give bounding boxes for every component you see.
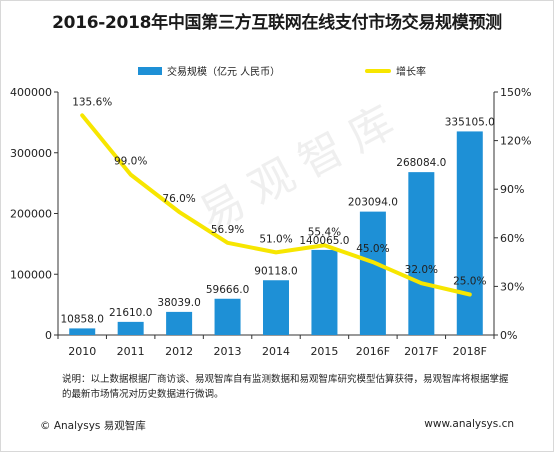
- y-left-tick-label: 100000: [10, 268, 52, 281]
- rate-value-label: 25.0%: [453, 276, 486, 288]
- legend-item-bar: 交易规模（亿元 人民币）: [138, 63, 280, 78]
- rate-value-label: 51.0%: [259, 233, 292, 245]
- legend-line-label: 增长率: [396, 67, 426, 78]
- growth-rate-point: [177, 210, 181, 214]
- growth-rate-point: [80, 113, 84, 117]
- bar-value-label: 21610.0: [109, 307, 152, 319]
- bar-value-label: 140065.0: [299, 235, 349, 247]
- bar: [69, 328, 96, 335]
- y-right-tick-label: 150%: [500, 86, 531, 99]
- rate-value-label: 55.4%: [308, 226, 341, 238]
- bar: [311, 249, 338, 335]
- legend-line-swatch: [365, 68, 391, 73]
- bar-value-label: 90118.0: [254, 265, 297, 277]
- y-left-tick-label: 0: [45, 329, 52, 342]
- rate-value-label: 99.0%: [114, 156, 147, 168]
- rate-value-label: 76.0%: [162, 193, 195, 205]
- x-tick-label: 2017F: [404, 345, 438, 358]
- footnote: 说明：以上数据根据厂商访谈、易观智库自有监测数据和易观智库研究模型估算获得，易观…: [62, 374, 509, 400]
- y-left-tick-label: 400000: [10, 86, 52, 99]
- y-right-tick-label: 0%: [500, 329, 517, 342]
- x-tick-label: 2014: [262, 345, 290, 358]
- legend: 交易规模（亿元 人民币） 增长率: [0, 63, 554, 81]
- bar-value-label: 10858.0: [61, 313, 104, 325]
- growth-rate-point: [371, 260, 375, 264]
- x-tick-label: 2010: [68, 345, 96, 358]
- bar-value-label: 38039.0: [157, 297, 200, 309]
- rate-value-label: 135.6%: [72, 96, 112, 108]
- bar-value-label: 59666.0: [206, 284, 249, 296]
- footer-copyright: © Analysys 易观智库: [40, 420, 146, 432]
- bar: [263, 280, 289, 335]
- legend-bar-label: 交易规模（亿元 人民币）: [167, 67, 281, 78]
- growth-rate-point: [129, 173, 133, 177]
- y-right-tick-label: 30%: [500, 280, 524, 293]
- rate-value-label: 45.0%: [356, 243, 389, 255]
- y-left-tick-label: 300000: [10, 147, 52, 160]
- legend-item-line: 增长率: [365, 63, 426, 78]
- bar: [214, 298, 241, 335]
- footer-website: www.analysys.cn: [424, 418, 514, 430]
- growth-rate-point: [419, 281, 423, 285]
- growth-rate-point: [226, 241, 230, 245]
- y-right-tick-label: 90%: [500, 183, 524, 196]
- chart-title: 2016-2018年中国第三方互联网在线支付市场交易规模预测: [52, 13, 502, 33]
- growth-rate-point: [468, 293, 472, 296]
- legend-bar-swatch: [138, 66, 162, 75]
- x-tick-label: 2015: [310, 345, 338, 358]
- bar-value-label: 268084.0: [396, 157, 446, 169]
- bar: [166, 311, 193, 335]
- bar: [456, 131, 483, 335]
- rate-value-label: 56.9%: [211, 224, 244, 236]
- bar: [117, 321, 144, 335]
- y-right-tick-label: 120%: [500, 135, 531, 148]
- bar: [359, 211, 386, 335]
- y-left-tick-label: 200000: [10, 208, 52, 221]
- x-tick-label: 2018F: [453, 345, 487, 358]
- y-right-tick-label: 60%: [500, 232, 524, 245]
- growth-rate-point: [322, 243, 326, 247]
- bar: [408, 172, 435, 335]
- bar-value-label: 335105.0: [445, 116, 495, 128]
- x-tick-label: 2011: [117, 345, 145, 358]
- x-tick-label: 2016F: [356, 345, 390, 358]
- bar-value-label: 203094.0: [348, 197, 398, 209]
- x-tick-label: 2013: [214, 345, 242, 358]
- x-tick-label: 2012: [165, 345, 193, 358]
- growth-rate-point: [274, 250, 278, 254]
- rate-value-label: 32.0%: [405, 264, 438, 276]
